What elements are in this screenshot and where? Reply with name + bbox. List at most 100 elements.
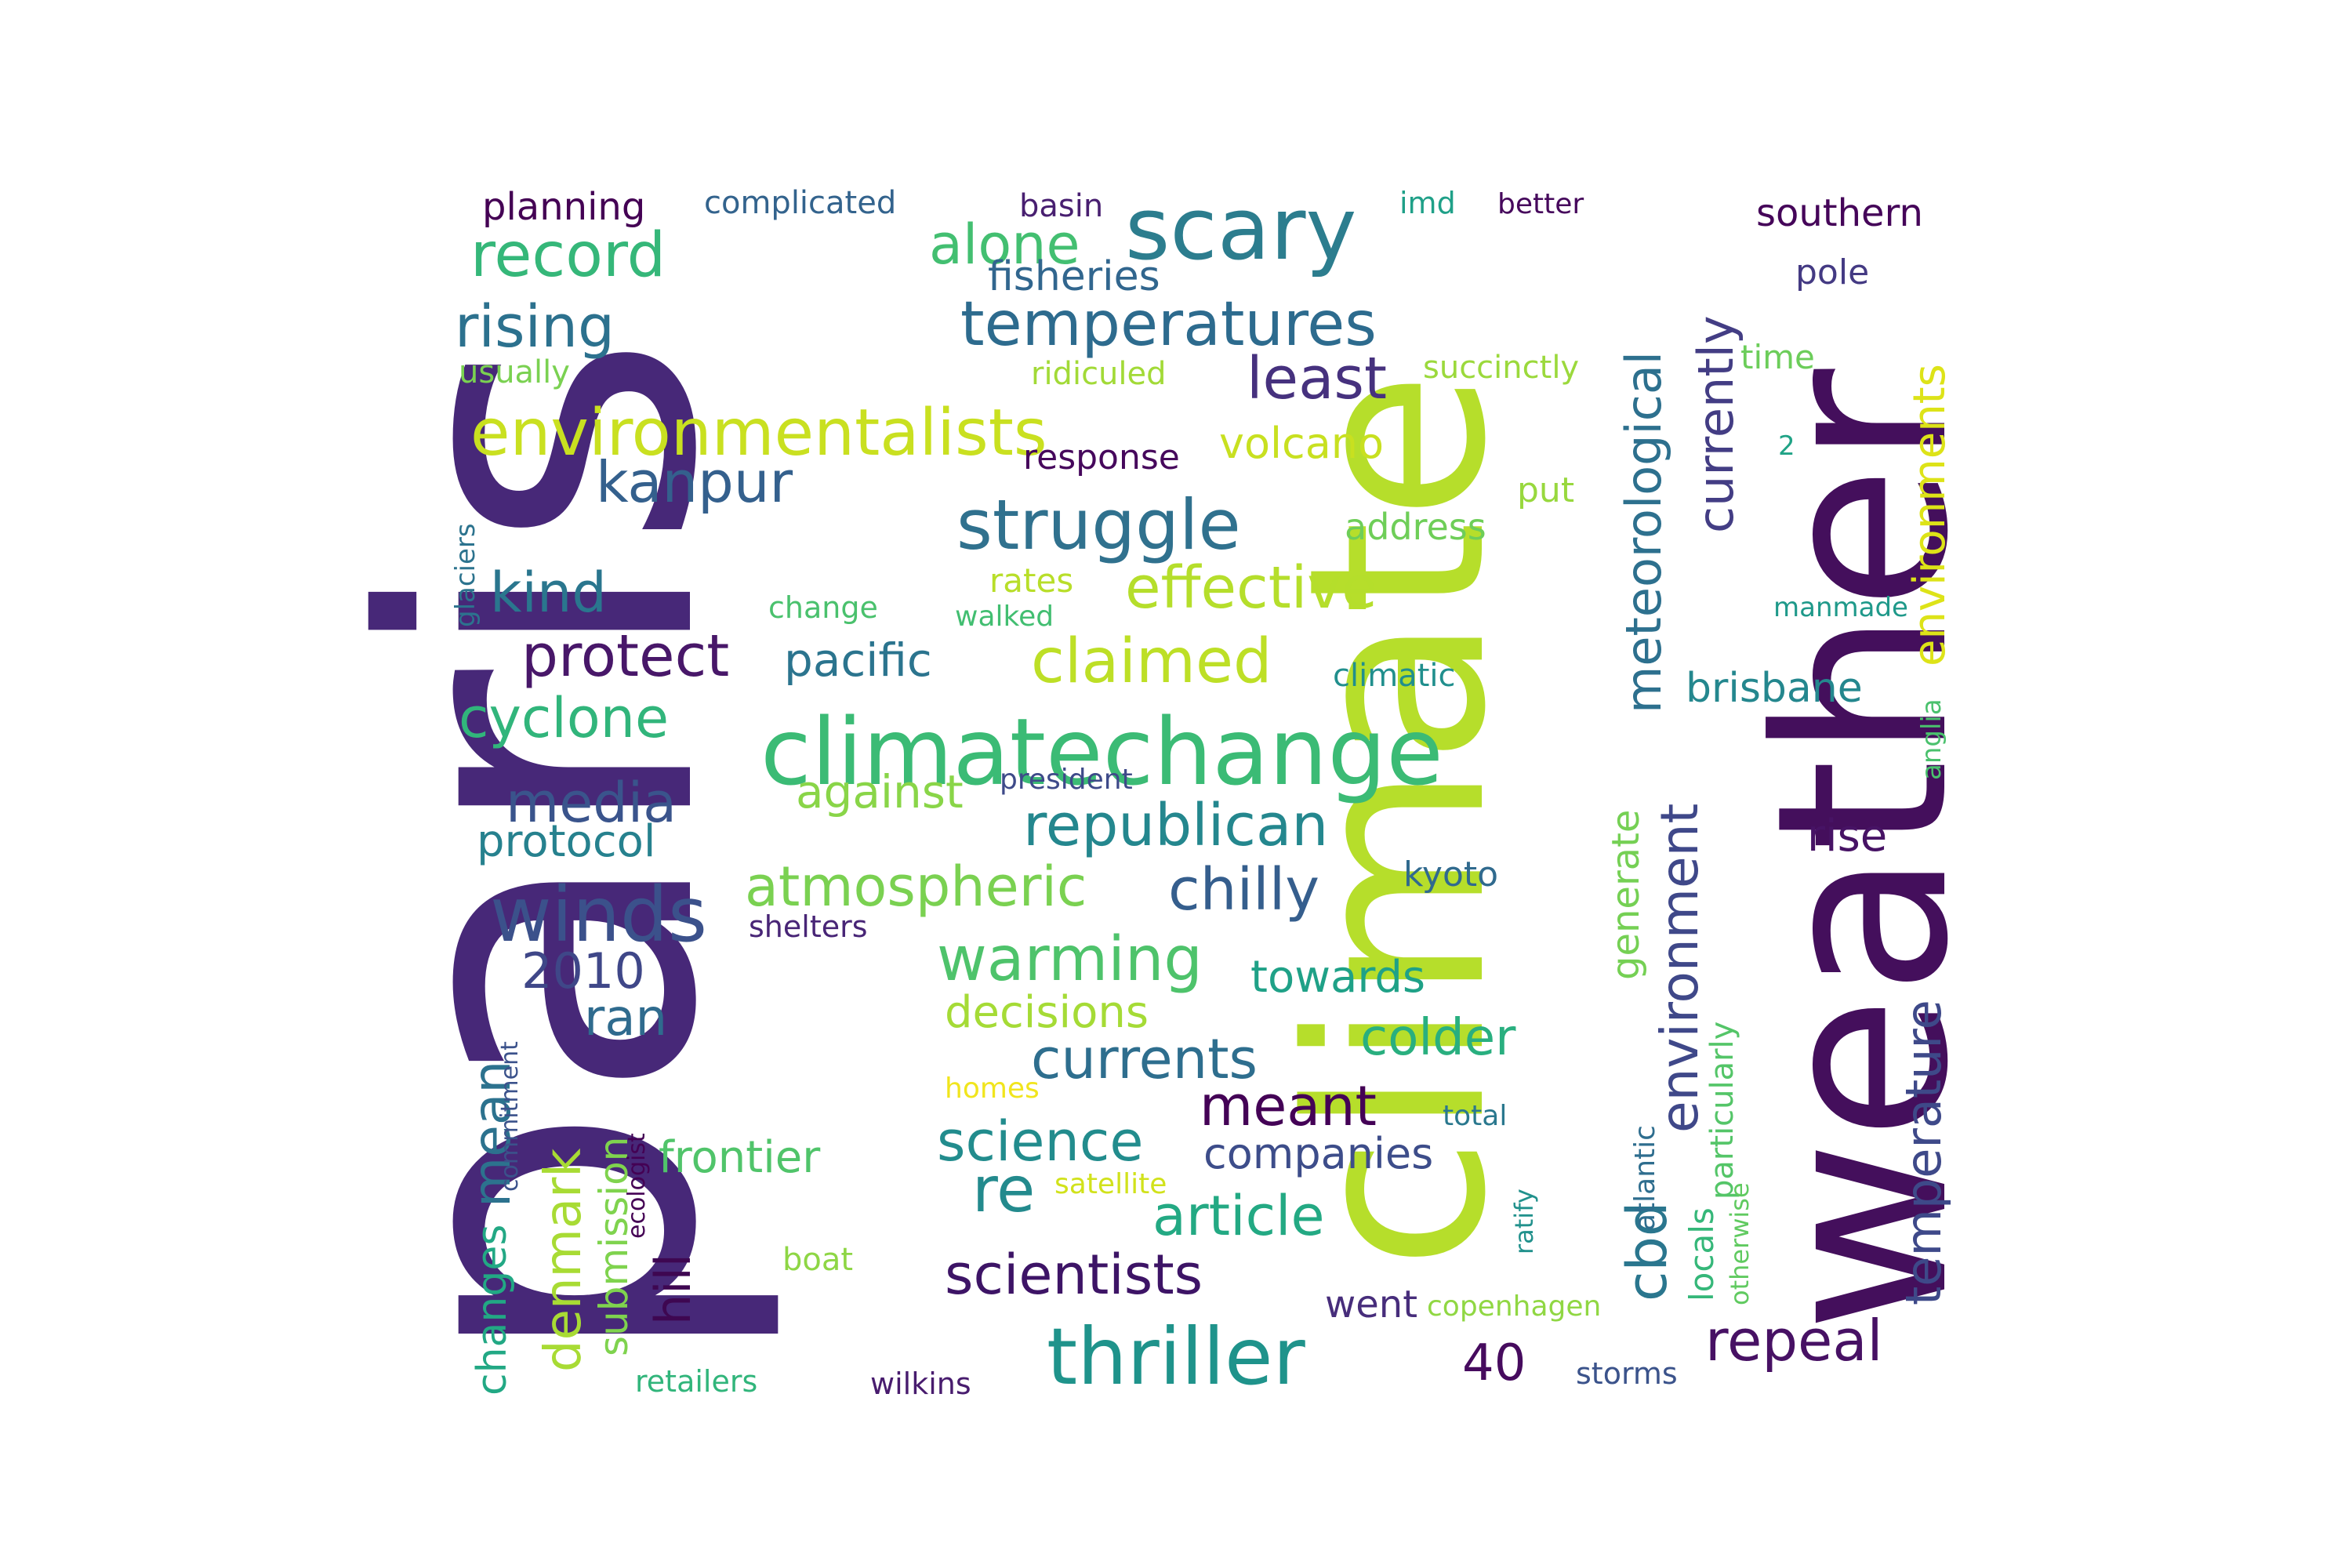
word-address: address	[1345, 506, 1486, 548]
word-environments: environments	[1904, 364, 1955, 666]
word-president: president	[1000, 764, 1133, 796]
word-imd: imd	[1399, 186, 1456, 220]
word-protect: protect	[521, 622, 729, 690]
word-scientists: scientists	[945, 1243, 1203, 1307]
word-boat: boat	[782, 1242, 853, 1278]
word-put: put	[1517, 470, 1574, 510]
word-pole: pole	[1795, 252, 1869, 292]
word-time: time	[1740, 338, 1815, 376]
word-storms: storms	[1576, 1356, 1678, 1391]
word-generate: generate	[1604, 810, 1648, 980]
word-change: change	[768, 590, 878, 625]
word-claimed: claimed	[1031, 626, 1272, 697]
word-colder: colder	[1360, 1009, 1516, 1067]
word-shelters: shelters	[749, 909, 868, 944]
word-rates: rates	[989, 561, 1073, 600]
word-basin: basin	[1019, 188, 1103, 224]
word-copenhagen: copenhagen	[1427, 1290, 1601, 1323]
word-cbd: cbd	[1615, 1202, 1679, 1301]
word-record: record	[470, 220, 666, 291]
word-science: science	[937, 1109, 1143, 1174]
word-climate: climate	[1257, 371, 1540, 1270]
word-complicated: complicated	[704, 185, 896, 221]
word-protocol: protocol	[477, 816, 655, 867]
word-ridiculed: ridiculed	[1031, 356, 1167, 392]
word-atlantic: atlantic	[1629, 1125, 1661, 1231]
word-alone: alone	[929, 212, 1080, 277]
word-article: article	[1152, 1184, 1325, 1248]
word-repeal: repeal	[1705, 1308, 1882, 1374]
word-currently: currently	[1687, 315, 1744, 533]
word-rise: rise	[1807, 811, 1887, 862]
word-thriller: thriller	[1047, 1311, 1306, 1403]
word-media: media	[506, 771, 677, 835]
word-2: 2	[1778, 430, 1795, 462]
word-succinctly: succinctly	[1423, 350, 1579, 386]
word-ratify: ratify	[1509, 1189, 1539, 1254]
word-warming: warming	[937, 924, 1203, 995]
word-towards: towards	[1250, 952, 1425, 1003]
word-manmade: manmade	[1773, 592, 1908, 623]
word-wilkins: wilkins	[870, 1367, 971, 1401]
word-struggle: struggle	[956, 485, 1241, 565]
word-commitment: commitment	[496, 1041, 524, 1192]
word-companies: companies	[1203, 1129, 1433, 1178]
word-effective: effective	[1125, 554, 1377, 622]
word-denmark: denmark	[535, 1149, 593, 1373]
word-winds: winds	[490, 871, 707, 959]
word-cyclone: cyclone	[459, 686, 669, 750]
word-particularly: particularly	[1704, 1022, 1740, 1200]
word-locals: locals	[1682, 1207, 1721, 1301]
word-meteorological: meteorological	[1615, 351, 1672, 713]
word-volcano: volcano	[1219, 419, 1384, 468]
word-satellite: satellite	[1054, 1168, 1167, 1200]
word-homes: homes	[945, 1073, 1040, 1105]
word-submission: submission	[591, 1137, 637, 1356]
word-fisheries: fisheries	[988, 253, 1160, 300]
word-kyoto: kyoto	[1403, 855, 1498, 895]
word-response: response	[1023, 437, 1180, 477]
word-kanpur: kanpur	[596, 449, 793, 515]
word-weather: weather	[1726, 366, 2000, 1333]
word-ecologist: ecologist	[623, 1133, 651, 1239]
word-meant: meant	[1200, 1074, 1377, 1138]
word-went: went	[1325, 1283, 1417, 1327]
word-2010: 2010	[521, 942, 645, 1000]
word-climatechange: climatechange	[760, 698, 1443, 806]
word-paris: paris	[298, 332, 790, 1372]
word-hill: hill	[644, 1254, 702, 1325]
word-against: against	[796, 765, 964, 818]
word-temperatures: temperatures	[960, 289, 1377, 360]
word-retailers: retailers	[635, 1364, 757, 1399]
word-glaciers: glaciers	[450, 523, 481, 627]
word-republican: republican	[1023, 792, 1328, 859]
word-40: 40	[1462, 1334, 1526, 1392]
word-environmentalists: environmentalists	[470, 396, 1047, 470]
word-least: least	[1247, 345, 1387, 412]
word-ran: ran	[584, 989, 667, 1047]
word-climatic: climatic	[1333, 658, 1455, 694]
word-anglia: anglia	[1916, 699, 1947, 780]
word-kind: kind	[490, 561, 607, 625]
word-changes: changes	[469, 1225, 516, 1396]
word-otherwise: otherwise	[1725, 1182, 1755, 1305]
word-scary: scary	[1125, 179, 1357, 279]
word-atmospheric: atmospheric	[745, 855, 1087, 919]
word-usually: usually	[459, 354, 570, 390]
word-brisbane: brisbane	[1686, 665, 1863, 712]
word-planning: planning	[482, 185, 645, 229]
word-total: total	[1443, 1100, 1507, 1132]
word-currents: currents	[1031, 1027, 1258, 1091]
word-chilly: chilly	[1168, 856, 1319, 924]
word-temperature: temperature	[1895, 1000, 1952, 1305]
word-rising: rising	[455, 293, 615, 361]
word-walked: walked	[955, 601, 1054, 633]
word-better: better	[1497, 188, 1584, 220]
word-frontier: frontier	[659, 1132, 821, 1183]
word-re: re	[972, 1153, 1035, 1226]
word-environment: environment	[1650, 804, 1710, 1133]
word-mean: mean	[462, 1061, 522, 1207]
word-decisions: decisions	[945, 987, 1149, 1038]
word-pacific: pacific	[784, 633, 932, 687]
